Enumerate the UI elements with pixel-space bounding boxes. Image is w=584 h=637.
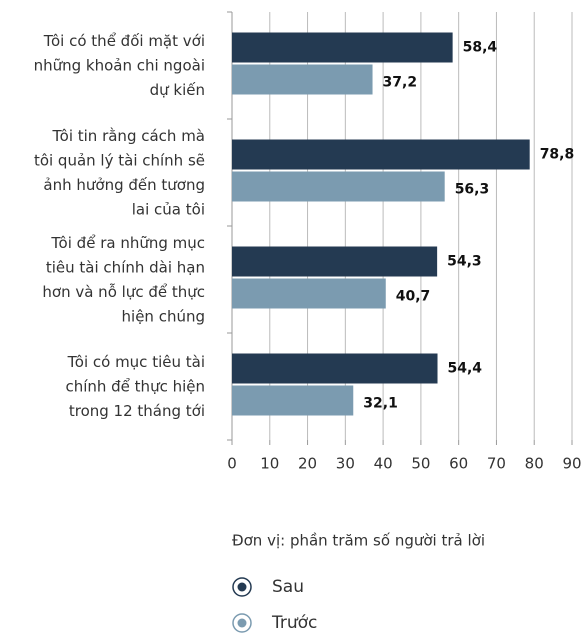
category-label: Tôi có thể đối mặt với những khoản chi ng…	[34, 32, 205, 99]
x-tick-label: 40	[374, 455, 393, 473]
bar	[232, 246, 438, 277]
x-tick-label: 90	[562, 455, 581, 473]
category-label: Tôi tin rằng cách mà tôi quản lý tài chín…	[34, 126, 205, 218]
bar	[232, 385, 354, 416]
value-label: 32,1	[363, 396, 398, 412]
bar	[232, 139, 530, 170]
x-tick-label: 10	[260, 455, 279, 473]
bar	[232, 64, 373, 95]
value-label: 54,4	[448, 361, 483, 377]
legend-label: Trước	[271, 613, 317, 633]
bar	[232, 171, 445, 202]
bar	[232, 353, 438, 384]
x-tick-label: 30	[336, 455, 355, 473]
value-label: 40,7	[396, 289, 431, 305]
x-tick-label: 20	[298, 455, 317, 473]
value-label: 56,3	[455, 182, 490, 198]
x-tick-label: 60	[449, 455, 468, 473]
category-label: Tôi có mục tiêu tài chính để thực hiện tro…	[65, 353, 205, 420]
bar	[232, 278, 386, 309]
legend-label: Sau	[272, 577, 304, 597]
x-tick-label: 0	[227, 455, 237, 473]
x-tick-label: 80	[525, 455, 544, 473]
value-label: 58,4	[463, 40, 498, 56]
value-label: 78,8	[540, 147, 575, 163]
x-tick-label: 50	[411, 455, 430, 473]
value-label: 37,2	[383, 75, 418, 91]
category-label: Tôi để ra những mục tiêu tài chính dài hạ…	[42, 233, 205, 325]
x-tick-label: 70	[487, 455, 506, 473]
value-label: 54,3	[447, 254, 482, 270]
legend-dot	[237, 618, 247, 628]
unit-note: Đơn vị: phần trăm số người trả lời	[232, 532, 485, 550]
bar	[232, 32, 453, 63]
legend-dot	[237, 582, 247, 592]
